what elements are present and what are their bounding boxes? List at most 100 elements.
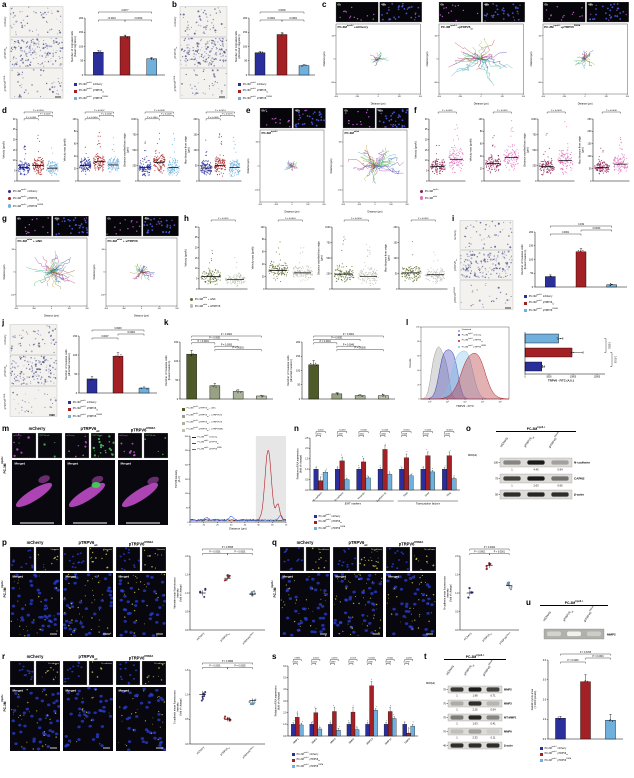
- cell: [115, 233, 117, 235]
- cell: [130, 221, 133, 223]
- data-point: [272, 277, 274, 279]
- data-dot: [153, 59, 155, 61]
- data-point: [210, 272, 212, 274]
- data-point: [367, 249, 369, 251]
- data-point: [599, 171, 601, 173]
- data-point: [234, 143, 236, 146]
- cell: [74, 224, 76, 226]
- data-point: [448, 154, 450, 156]
- data-point: [336, 280, 338, 282]
- data-point: [435, 163, 437, 165]
- data-point: [365, 282, 367, 284]
- cell: [501, 9, 504, 11]
- data-point: [293, 276, 295, 278]
- data-point: [141, 167, 143, 170]
- data-point: [599, 168, 601, 170]
- cell: [44, 56, 47, 59]
- label: 0: [263, 289, 265, 291]
- cell: [179, 13, 182, 16]
- cell: [211, 57, 214, 60]
- trajectory-line: [448, 57, 482, 68]
- pvalue-bracket: [144, 111, 174, 114]
- cell: [397, 8, 400, 11]
- data-point: [401, 271, 403, 273]
- trajectory-line: [136, 269, 142, 273]
- data-point: [237, 283, 239, 285]
- data-point: [507, 159, 510, 161]
- cell: [399, 115, 401, 118]
- data-point: [436, 276, 438, 278]
- label: Velocity (µm/h): [184, 249, 188, 266]
- text-run: 150: [587, 144, 592, 146]
- trajectory-line: [374, 164, 401, 173]
- data-point: [597, 163, 600, 165]
- text-run: 0: [196, 289, 198, 291]
- data-point: [417, 270, 419, 272]
- data-point: [294, 270, 296, 272]
- text-run: (µm): [186, 147, 190, 153]
- trajectory-line: [374, 149, 384, 167]
- cell: [224, 27, 226, 29]
- label: 48h: [295, 109, 300, 113]
- label: pTRPV6D582A: [173, 75, 177, 91]
- data-point: [213, 273, 215, 275]
- data-point: [214, 161, 216, 163]
- data-point: [268, 269, 270, 271]
- data-point: [362, 280, 364, 282]
- data-point: [451, 160, 454, 162]
- data-point: [405, 275, 407, 277]
- text-run: 0: [75, 181, 77, 183]
- pvalue-bracket: [98, 115, 114, 117]
- data-point: [159, 155, 162, 157]
- cell: [27, 58, 30, 61]
- pvalue-bracket: [159, 115, 174, 117]
- cell: [466, 225, 469, 227]
- data-point: [243, 280, 245, 282]
- trajectory-line: [287, 165, 293, 170]
- cell: [497, 13, 499, 16]
- data-point: [301, 279, 303, 281]
- text-run: 500: [133, 150, 138, 152]
- data-point: [560, 150, 562, 152]
- data-point: [218, 168, 220, 170]
- timelapse-image: [439, 2, 482, 23]
- data-point: [307, 266, 309, 268]
- data-point: [232, 164, 234, 167]
- data-point: [460, 149, 462, 151]
- data-point: [158, 138, 161, 140]
- cell: [51, 82, 53, 85]
- data-point: [202, 159, 204, 161]
- data-point: [428, 273, 430, 275]
- data-point: [457, 155, 459, 157]
- data-point: [570, 151, 572, 153]
- data-point: [173, 160, 175, 162]
- data-point: [454, 158, 456, 160]
- data-point: [496, 161, 498, 163]
- cell: [60, 85, 62, 87]
- data-point: [149, 166, 151, 168]
- data-point: [236, 276, 238, 278]
- data-point: [427, 275, 430, 277]
- cell: [42, 226, 44, 228]
- data-point: [39, 156, 41, 159]
- data-point: [231, 175, 234, 177]
- text-run: 0: [334, 59, 335, 61]
- data-point: [366, 278, 368, 280]
- cell: [17, 71, 19, 73]
- data-point: [139, 160, 142, 162]
- data-point: [85, 159, 87, 162]
- data-point: [98, 164, 100, 166]
- data-point: [103, 159, 105, 161]
- cell: [47, 7, 49, 9]
- data-point: [207, 165, 209, 168]
- text-run: Velocity (µm/h): [414, 141, 418, 158]
- data-point: [82, 165, 84, 167]
- cell: [44, 11, 46, 14]
- cell: [216, 47, 218, 49]
- cell: [213, 42, 216, 45]
- data-point: [101, 157, 103, 159]
- data-point: [278, 268, 280, 270]
- cell: [315, 118, 318, 121]
- data-point: [282, 267, 284, 269]
- cell: [607, 19, 610, 21]
